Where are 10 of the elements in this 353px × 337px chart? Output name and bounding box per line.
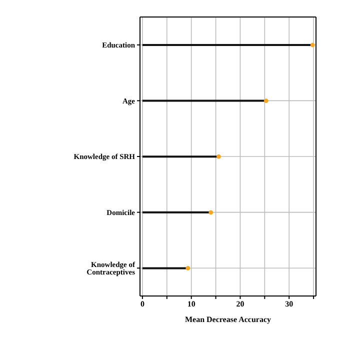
point [264,98,268,103]
point [216,154,221,159]
point [186,266,190,270]
x-axis-title: Mean Decrease Accuracy [184,315,272,324]
x-tick-label: 0 [140,300,144,309]
x-tick-label: 10 [187,300,196,309]
point [208,210,214,215]
x-tick-label: 20 [236,300,244,309]
point [310,42,315,48]
x-tick-label: 30 [285,300,294,309]
